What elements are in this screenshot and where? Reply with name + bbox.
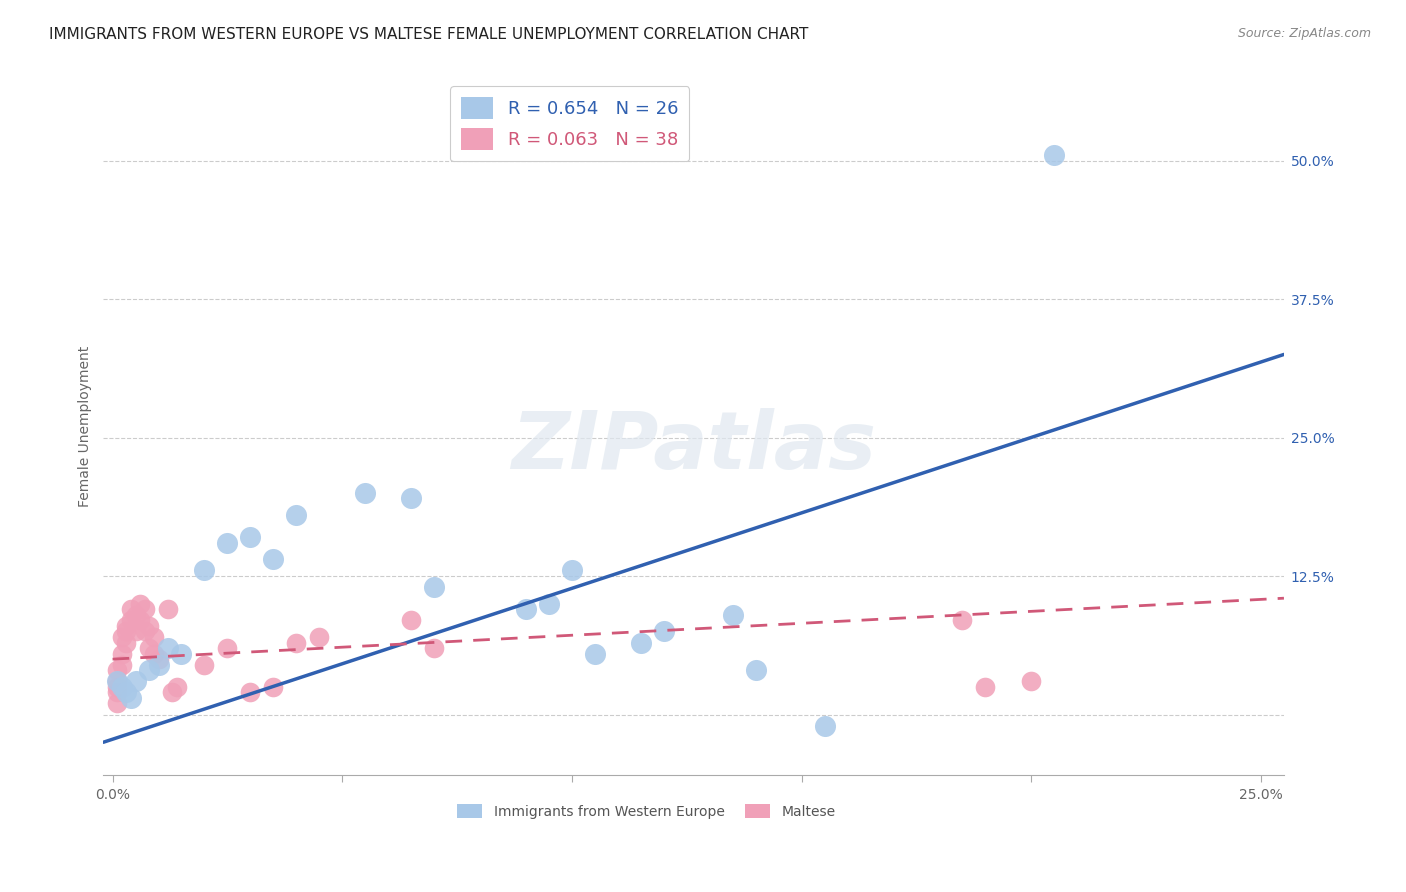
Point: [105, 697, 128, 711]
Point: [142, 630, 165, 644]
Point: [630, 635, 652, 649]
Point: [156, 641, 179, 656]
Point: [115, 635, 138, 649]
Point: [142, 647, 165, 661]
Point: [129, 613, 152, 627]
Text: Source: ZipAtlas.com: Source: ZipAtlas.com: [1237, 27, 1371, 40]
Point: [262, 552, 284, 566]
Point: [105, 680, 128, 694]
Point: [652, 624, 675, 639]
Point: [399, 491, 422, 506]
Point: [950, 613, 973, 627]
Point: [537, 597, 560, 611]
Point: [138, 641, 160, 656]
Point: [721, 607, 744, 622]
Point: [111, 647, 134, 661]
Point: [111, 680, 134, 694]
Point: [105, 685, 128, 699]
Point: [285, 635, 308, 649]
Point: [120, 613, 142, 627]
Point: [138, 619, 160, 633]
Text: IMMIGRANTS FROM WESTERN EUROPE VS MALTESE FEMALE UNEMPLOYMENT CORRELATION CHART: IMMIGRANTS FROM WESTERN EUROPE VS MALTES…: [49, 27, 808, 42]
Point: [111, 630, 134, 644]
Point: [105, 663, 128, 677]
Point: [129, 597, 152, 611]
Point: [156, 602, 179, 616]
Point: [1019, 674, 1042, 689]
Point: [239, 530, 262, 544]
Point: [111, 657, 134, 672]
Legend: Immigrants from Western Europe, Maltese: Immigrants from Western Europe, Maltese: [451, 798, 841, 824]
Point: [115, 619, 138, 633]
Point: [120, 690, 142, 705]
Point: [162, 685, 184, 699]
Text: ZIPatlas: ZIPatlas: [512, 409, 876, 486]
Point: [813, 718, 835, 732]
Point: [120, 602, 142, 616]
Point: [166, 680, 188, 694]
Point: [239, 685, 262, 699]
Point: [193, 564, 215, 578]
Point: [399, 613, 422, 627]
Point: [561, 564, 583, 578]
Point: [308, 630, 330, 644]
Point: [134, 602, 156, 616]
Point: [138, 663, 160, 677]
Point: [148, 652, 170, 666]
Point: [1043, 148, 1066, 162]
Point: [285, 508, 308, 522]
Point: [105, 674, 128, 689]
Point: [124, 674, 146, 689]
Point: [124, 607, 146, 622]
Point: [354, 486, 377, 500]
Point: [193, 657, 215, 672]
Point: [217, 536, 239, 550]
Point: [148, 657, 170, 672]
Point: [115, 685, 138, 699]
Point: [262, 680, 284, 694]
Point: [974, 680, 997, 694]
Y-axis label: Female Unemployment: Female Unemployment: [79, 346, 93, 507]
Point: [134, 624, 156, 639]
Point: [124, 624, 146, 639]
Point: [515, 602, 537, 616]
Point: [744, 663, 766, 677]
Point: [105, 674, 128, 689]
Point: [170, 647, 193, 661]
Point: [217, 641, 239, 656]
Point: [583, 647, 606, 661]
Point: [115, 624, 138, 639]
Point: [423, 641, 446, 656]
Point: [423, 580, 446, 594]
